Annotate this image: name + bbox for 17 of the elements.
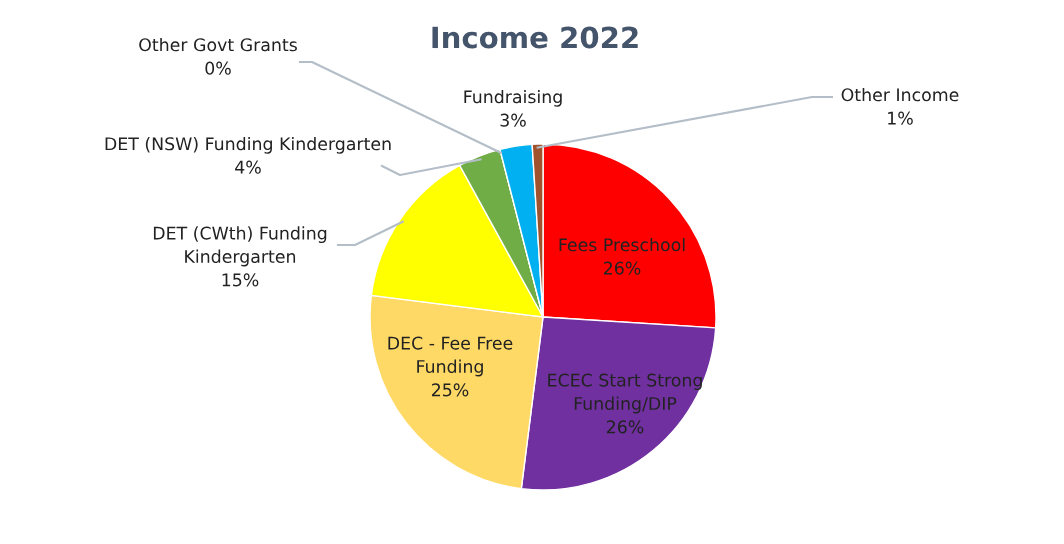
- slice-label: DET (CWth) Funding Kindergarten: [153, 226, 327, 267]
- data-label: 4%: [235, 160, 261, 174]
- data-label: 15%: [222, 273, 259, 287]
- data-label: 26%: [603, 261, 641, 275]
- slice-label: DEC - Fee Free Funding: [388, 336, 513, 377]
- category-label: Other Govt Grants: [139, 37, 297, 52]
- slice-label: Fundraising: [464, 89, 562, 107]
- slice-label: Fees Preschool: [559, 237, 685, 252]
- slice-label: ECEC Start Strong Funding/DIP: [548, 373, 702, 414]
- data-label: 3%: [500, 113, 526, 127]
- chart-title: Income 2022: [432, 26, 638, 49]
- text: 0%: [205, 61, 231, 75]
- data-label: 1%: [888, 111, 913, 125]
- data-label: 25%: [431, 383, 469, 397]
- data-label: 26%: [606, 420, 644, 434]
- slice-label: Other Income: [841, 87, 959, 102]
- slice-label: DET (NSW) Funding Kindergarten: [105, 136, 391, 154]
